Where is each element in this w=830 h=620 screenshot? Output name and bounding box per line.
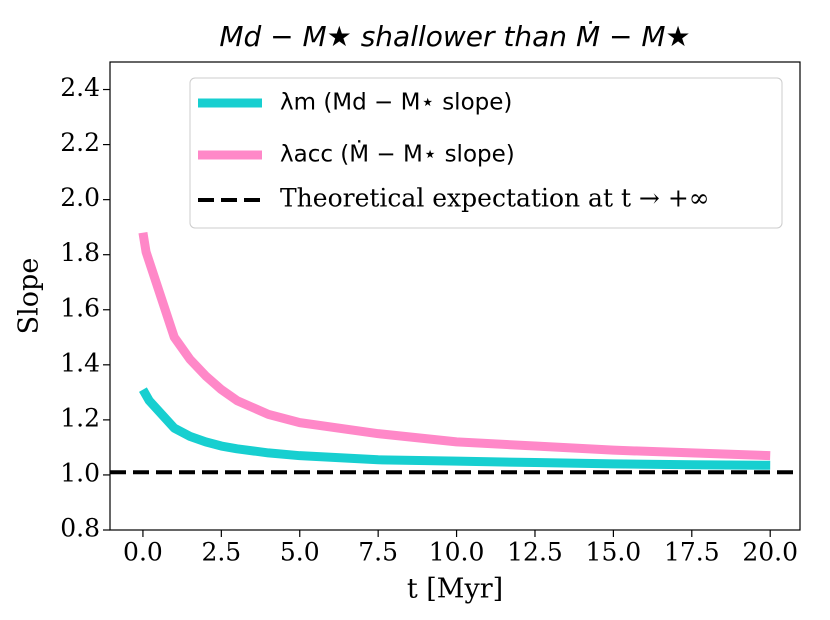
x-tick-label: 10.0 [429,538,485,567]
series-line [139,387,771,470]
x-tick-label: 17.5 [664,538,720,567]
legend-label: λacc (Ṁ − M⋆ slope) [280,140,515,168]
x-axis-label: t [Myr] [407,574,503,605]
x-tick-label: 5.0 [280,538,320,567]
y-tick-label: 1.6 [60,293,100,322]
legend-label: Theoretical expectation at t → +∞ [280,184,710,213]
series-line [138,231,771,461]
chart-title: Md − M★ shallower than Ṁ − M★ [219,20,690,53]
y-tick-label: 2.4 [60,73,100,102]
x-tick-label: 15.0 [586,538,642,567]
x-tick-label: 2.5 [201,538,241,567]
y-tick-label: 2.0 [60,183,100,212]
legend-box [189,77,783,229]
x-tick-label: 12.5 [507,538,563,567]
y-tick-label: 1.4 [60,348,100,377]
y-axis-label: Slope [14,258,45,335]
plot-frame [109,61,801,531]
y-tick-label: 1.8 [60,238,100,267]
y-tick-label: 2.2 [60,128,100,157]
legend-label: λm (Md − M⋆ slope) [280,90,512,116]
x-tick-label: 7.5 [358,538,398,567]
y-tick-label: 1.2 [60,403,100,432]
y-tick-label: 1.0 [60,458,100,487]
x-tick-label: 20.0 [742,538,798,567]
x-tick-label: 0.0 [123,538,163,567]
legend: λm (Md − M⋆ slope) λacc (Ṁ − M⋆ slope) The… [189,77,783,229]
y-tick-label: 0.8 [60,514,100,543]
